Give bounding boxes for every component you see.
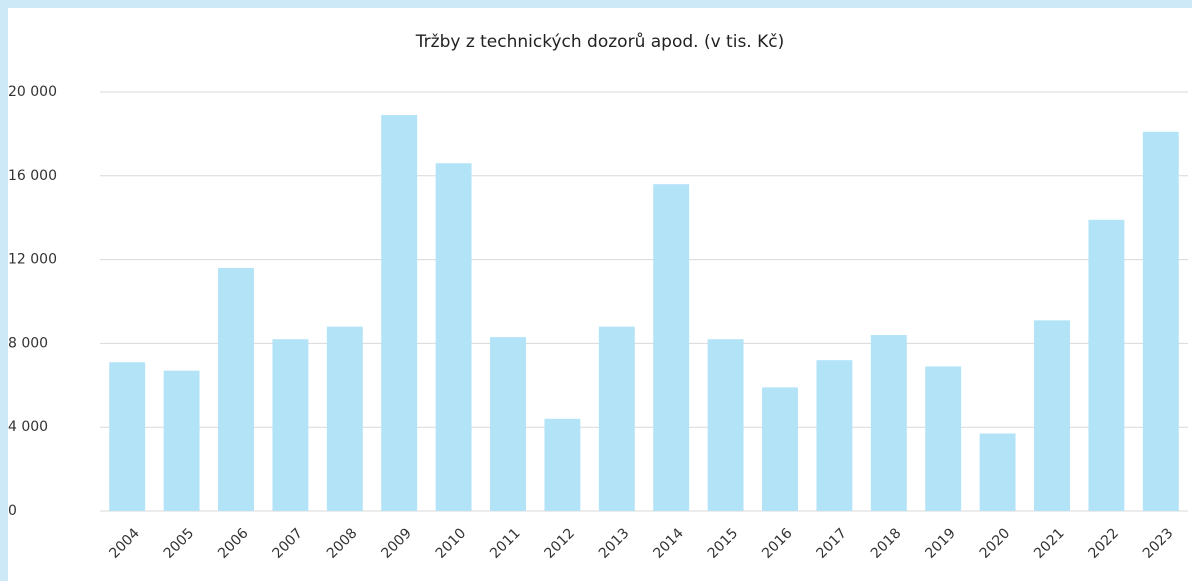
bar	[435, 163, 472, 512]
bar	[490, 337, 526, 511]
bar	[1034, 320, 1070, 511]
chart-title: Tržby z technických dozorů apod. (v tis.…	[415, 32, 784, 52]
y-tick-label: 8 000	[8, 335, 48, 351]
y-tick-label: 20 000	[8, 84, 57, 100]
y-tick-label: 4 000	[8, 419, 48, 435]
bar	[653, 184, 690, 511]
bar	[816, 360, 853, 511]
bar	[979, 433, 1016, 511]
bar	[925, 366, 962, 511]
bar	[272, 339, 309, 511]
bar	[598, 326, 635, 511]
y-tick-label: 16 000	[8, 168, 57, 184]
bar	[870, 335, 907, 511]
bar	[1088, 219, 1125, 512]
y-tick-label: 0	[8, 503, 17, 519]
bar	[1142, 131, 1179, 511]
bar	[218, 267, 254, 511]
bar	[326, 326, 363, 511]
bar	[163, 370, 200, 511]
bar	[707, 339, 744, 511]
bar	[381, 115, 418, 512]
bar	[109, 362, 146, 511]
bar	[762, 387, 798, 511]
bar	[544, 418, 581, 511]
y-tick-label: 12 000	[8, 252, 57, 268]
